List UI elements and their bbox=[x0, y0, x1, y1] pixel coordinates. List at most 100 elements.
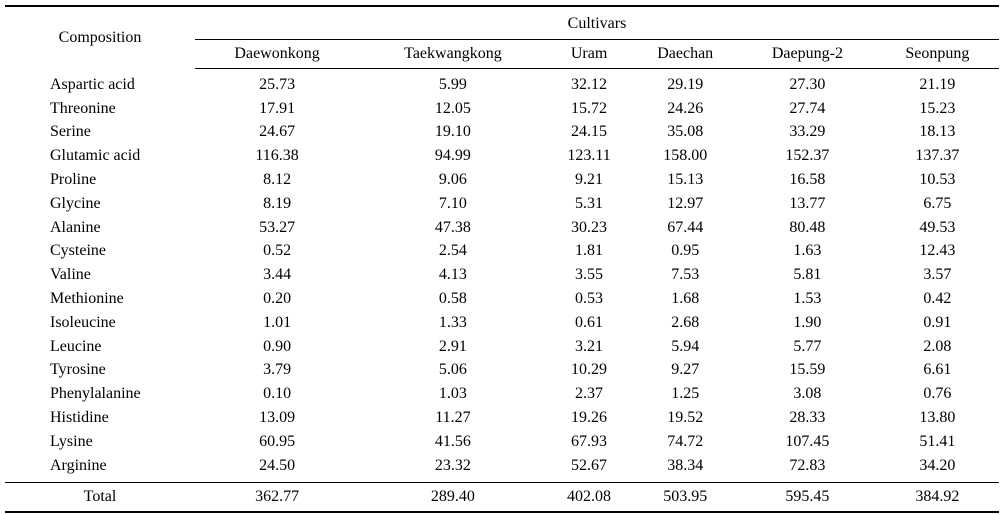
amino-acid-value: 0.10 bbox=[263, 385, 292, 403]
amino-acid-value: 24.50 bbox=[259, 456, 296, 474]
amino-acid-value: 1.63 bbox=[793, 242, 822, 260]
table-row: Arginine 24.50 23.32 52.67 38.34 72.83 34.20 bbox=[5, 454, 999, 482]
amino-acid-name: Phenylalanine bbox=[50, 385, 141, 403]
amino-acid-value: 29.19 bbox=[667, 75, 704, 93]
amino-acid-value: 21.19 bbox=[919, 75, 956, 93]
table-row: Valine 3.44 4.13 3.55 7.53 5.81 3.57 bbox=[5, 263, 999, 287]
amino-acid-value: 0.90 bbox=[263, 337, 292, 355]
amino-acid-value: 0.61 bbox=[575, 313, 604, 331]
total-value: 384.92 bbox=[875, 481, 999, 513]
amino-acid-value: 35.08 bbox=[667, 123, 704, 141]
total-value: 289.40 bbox=[359, 481, 547, 513]
table-body: Aspartic acid 25.73 5.99 32.12 29.19 27.30 21.… bbox=[5, 69, 999, 483]
amino-acid-value: 10.53 bbox=[919, 171, 956, 189]
amino-acid-value: 5.06 bbox=[438, 361, 467, 379]
amino-acid-value: 12.43 bbox=[919, 242, 956, 260]
amino-acid-value: 19.10 bbox=[434, 123, 471, 141]
amino-acid-value: 12.05 bbox=[434, 99, 471, 117]
amino-acid-value: 38.34 bbox=[667, 456, 704, 474]
table-row: Glutamic acid 116.38 94.99 123.11 158.00 152.… bbox=[5, 144, 999, 168]
amino-acid-value: 1.68 bbox=[671, 290, 700, 308]
amino-acid-value: 67.44 bbox=[667, 218, 704, 236]
amino-acid-name: Leucine bbox=[50, 337, 102, 355]
amino-acid-name: Glutamic acid bbox=[50, 147, 141, 165]
amino-acid-value: 33.29 bbox=[789, 123, 826, 141]
amino-acid-value: 23.32 bbox=[434, 456, 471, 474]
table-row: Aspartic acid 25.73 5.99 32.12 29.19 27.30 21.… bbox=[5, 69, 999, 97]
amino-acid-name: Tyrosine bbox=[50, 361, 106, 379]
amino-acid-value: 15.13 bbox=[667, 171, 704, 189]
amino-acid-value: 137.37 bbox=[915, 147, 960, 165]
amino-acid-value: 52.67 bbox=[571, 456, 608, 474]
amino-acid-value: 5.31 bbox=[575, 194, 604, 212]
amino-acid-value: 51.41 bbox=[919, 432, 956, 450]
table-row: Histidine 13.09 11.27 19.26 19.52 28.33 13.80 bbox=[5, 406, 999, 430]
header-row-cultivars: Daewonkong Taekwangkong Uram Daechan Dae… bbox=[5, 39, 999, 69]
amino-acid-value: 13.80 bbox=[919, 409, 956, 427]
amino-acid-value: 34.20 bbox=[919, 456, 956, 474]
amino-acid-value: 116.38 bbox=[255, 147, 299, 165]
amino-acid-value: 6.75 bbox=[923, 194, 952, 212]
amino-acid-value: 1.90 bbox=[793, 313, 822, 331]
cultivar-header-uram: Uram bbox=[546, 39, 632, 69]
amino-acid-composition-table: Composition Cultivars Daewonkong Taekwan… bbox=[5, 5, 999, 513]
amino-acid-name: Proline bbox=[50, 171, 97, 189]
amino-acid-value: 25.73 bbox=[259, 75, 296, 93]
table-row: Serine 24.67 19.10 24.15 35.08 33.29 18.13 bbox=[5, 121, 999, 145]
cultivar-header-seonpung: Seonpung bbox=[875, 39, 999, 69]
amino-acid-value: 16.58 bbox=[789, 171, 826, 189]
amino-acid-name: Histidine bbox=[50, 409, 109, 427]
amino-acid-value: 49.53 bbox=[919, 218, 956, 236]
total-row: Total 362.77 289.40 402.08 503.95 595.45… bbox=[5, 481, 999, 513]
amino-acid-value: 2.37 bbox=[575, 385, 604, 403]
amino-acid-value: 1.03 bbox=[438, 385, 467, 403]
amino-acid-value: 8.19 bbox=[263, 194, 292, 212]
table-row: Tyrosine 3.79 5.06 10.29 9.27 15.59 6.61 bbox=[5, 359, 999, 383]
amino-acid-name: Serine bbox=[50, 123, 91, 141]
amino-acid-value: 107.45 bbox=[785, 432, 830, 450]
amino-acid-value: 3.21 bbox=[575, 337, 604, 355]
amino-acid-value: 9.21 bbox=[575, 171, 604, 189]
amino-acid-value: 5.81 bbox=[793, 266, 822, 284]
amino-acid-value: 12.97 bbox=[667, 194, 704, 212]
amino-acid-value: 152.37 bbox=[785, 147, 830, 165]
cultivar-header-daewonkong: Daewonkong bbox=[195, 39, 360, 69]
amino-acid-value: 24.26 bbox=[667, 99, 704, 117]
amino-acid-value: 80.48 bbox=[789, 218, 826, 236]
amino-acid-name: Methionine bbox=[50, 290, 124, 308]
amino-acid-value: 13.09 bbox=[259, 409, 296, 427]
amino-acid-value: 7.53 bbox=[671, 266, 700, 284]
amino-acid-value: 10.29 bbox=[571, 361, 608, 379]
cultivar-header-daepung-2: Daepung-2 bbox=[739, 39, 876, 69]
table-row: Lysine 60.95 41.56 67.93 74.72 107.45 51.41 bbox=[5, 430, 999, 454]
amino-acid-value: 0.20 bbox=[263, 290, 292, 308]
amino-acid-value: 9.06 bbox=[438, 171, 467, 189]
table-row: Phenylalanine 0.10 1.03 2.37 1.25 3.08 0.76 bbox=[5, 382, 999, 406]
amino-acid-name: Valine bbox=[50, 266, 91, 284]
amino-acid-value: 15.23 bbox=[919, 99, 956, 117]
amino-acid-value: 15.59 bbox=[789, 361, 826, 379]
cultivars-group-header: Cultivars bbox=[195, 5, 999, 40]
amino-acid-name: Alanine bbox=[50, 218, 101, 236]
amino-acid-value: 3.79 bbox=[263, 361, 292, 379]
amino-acid-value: 8.12 bbox=[263, 171, 292, 189]
amino-acid-value: 1.01 bbox=[263, 313, 292, 331]
amino-acid-value: 2.54 bbox=[438, 242, 467, 260]
total-value: 402.08 bbox=[546, 481, 632, 513]
composition-header: Composition bbox=[5, 5, 195, 69]
amino-acid-value: 2.08 bbox=[923, 337, 952, 355]
amino-acid-value: 123.11 bbox=[567, 147, 611, 165]
amino-acid-value: 47.38 bbox=[434, 218, 471, 236]
amino-acid-value: 27.74 bbox=[789, 99, 826, 117]
amino-acid-value: 1.33 bbox=[438, 313, 467, 331]
amino-acid-value: 11.27 bbox=[435, 409, 471, 427]
amino-acid-value: 67.93 bbox=[571, 432, 608, 450]
amino-acid-value: 3.08 bbox=[793, 385, 822, 403]
amino-acid-value: 0.53 bbox=[575, 290, 604, 308]
amino-acid-name: Threonine bbox=[50, 99, 116, 117]
amino-acid-value: 3.57 bbox=[923, 266, 952, 284]
amino-acid-value: 24.67 bbox=[259, 123, 296, 141]
amino-acid-value: 32.12 bbox=[571, 75, 608, 93]
amino-acid-value: 1.81 bbox=[575, 242, 604, 260]
amino-acid-value: 9.27 bbox=[671, 361, 700, 379]
